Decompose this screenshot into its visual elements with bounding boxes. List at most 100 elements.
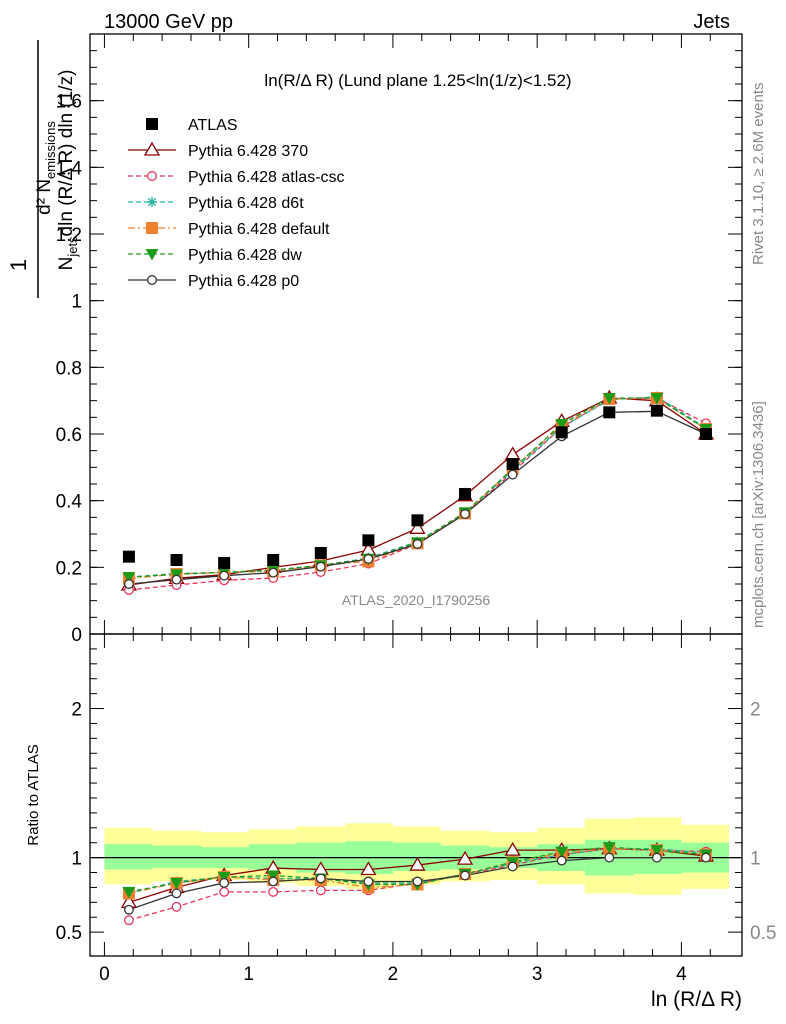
main-y-tick-label: 1 xyxy=(71,292,82,313)
legend-entry-pythia-6-428-dw: Pythia 6.428 dw xyxy=(128,247,302,264)
point-pythia-6-428-p0 xyxy=(123,579,134,589)
legend-label-pythia-6-428-370: Pythia 6.428 370 xyxy=(188,143,308,160)
data-point-atlas xyxy=(699,428,712,440)
legend-marker-pythia-6-428-atlas-csc xyxy=(147,171,157,181)
point-pythia-6-428-dw xyxy=(555,419,569,431)
ratio-y-tick-label: 0.5 xyxy=(56,923,82,944)
ratio-point-pythia-6-428-atlas-csc xyxy=(123,915,134,926)
point-pythia-6-428-p0 xyxy=(315,561,326,572)
series-line-pythia-6-428-p0 xyxy=(128,410,707,585)
ratio-plot-panel: 0 1 2 3 4 0.5 0.5 1 1 2 2 Ratio to ATLAS ln (R/Δ R… xyxy=(25,633,776,1011)
ratio-point-pythia-6-428-370 xyxy=(409,856,426,871)
legend-label-pythia-6-428-default: Pythia 6.428 default xyxy=(188,221,330,238)
ratio-point-pythia-6-428-atlas-csc xyxy=(315,885,326,896)
ratio-point-pythia-6-428-atlas-csc xyxy=(268,886,279,897)
ratio-point-pythia-6-428-p0 xyxy=(556,855,567,866)
data-point-atlas xyxy=(650,404,663,417)
main-y-tick-label: 1.2 xyxy=(56,225,82,246)
series-line-pythia-6-428-370 xyxy=(128,397,707,586)
point-pythia-6-428-370 xyxy=(504,446,521,461)
x-tick-label: 2 xyxy=(388,964,399,985)
ratio-point-pythia-6-428-370 xyxy=(504,841,521,856)
ratio-point-pythia-6-428-dw xyxy=(650,845,664,857)
data-point-atlas xyxy=(603,406,616,419)
ratio-point-pythia-6-428-dw xyxy=(555,846,569,859)
legend-entry-pythia-6-428-p0: Pythia 6.428 p0 xyxy=(128,273,299,290)
legend-marker-atlas xyxy=(146,118,158,130)
data-point-atlas xyxy=(218,557,231,569)
legend-entry-pythia-6-428-d6t: Pythia 6.428 d6t xyxy=(128,195,304,212)
data-point-atlas xyxy=(555,426,568,439)
point-pythia-6-428-p0 xyxy=(507,469,518,480)
ratio-y-tick-label: 1 xyxy=(71,849,82,870)
point-pythia-6-428-370 xyxy=(409,520,426,534)
legend-entry-pythia-6-428-atlas-csc: Pythia 6.428 atlas-csc xyxy=(128,169,345,186)
main-y-tick-label: 0.6 xyxy=(56,425,82,446)
ratio-point-pythia-6-428-p0 xyxy=(507,861,518,872)
ratio-point-pythia-6-428-p0 xyxy=(363,876,374,887)
point-pythia-6-428-dw xyxy=(650,393,664,405)
series-line-pythia-6-428-default xyxy=(128,397,707,580)
ratio-y-tick-label-right: 0.5 xyxy=(750,923,776,944)
mcplots-label: mcplots.cern.ch [arXiv:1306.3436] xyxy=(750,401,767,628)
svg-text:1: 1 xyxy=(6,259,31,271)
legend-marker-pythia-6-428-default xyxy=(146,222,158,234)
series-line-pythia-6-428-d6t xyxy=(128,396,707,578)
legend-marker-pythia-6-428-370 xyxy=(143,141,161,156)
ratio-point-pythia-6-428-370 xyxy=(456,850,474,865)
main-y-tick-label: 0.2 xyxy=(56,558,82,579)
ratio-point-pythia-6-428-p0 xyxy=(315,873,326,884)
legend-marker-pythia-6-428-d6t xyxy=(147,197,157,207)
ratio-point-pythia-6-428-dw xyxy=(266,870,280,883)
data-point-atlas xyxy=(411,514,424,527)
main-plot-panel: 0 0.2 0.4 0.6 0.8 1 1.2 1.4 1.6 ln(R/Δ R) (Lund … xyxy=(6,33,743,646)
ratio-point-pythia-6-428-atlas-csc xyxy=(171,901,182,912)
ratio-point-pythia-6-428-p0 xyxy=(171,888,182,899)
point-pythia-6-428-p0 xyxy=(219,570,230,581)
ratio-y-tick-label-right: 1 xyxy=(750,849,761,870)
point-pythia-6-428-dw xyxy=(602,393,616,405)
legend-entry-pythia-6-428-370: Pythia 6.428 370 xyxy=(128,141,308,160)
point-pythia-6-428-p0 xyxy=(171,574,182,585)
svg-text:Njetsdln (R/Δ R) dln (1/z): Njetsdln (R/Δ R) dln (1/z) xyxy=(56,70,80,271)
legend: ATLAS Pythia 6.428 370 Pythia 6.428 atlas-… xyxy=(128,117,345,290)
header-right: Jets xyxy=(693,11,730,33)
band-stat-uncertainty xyxy=(152,845,202,869)
main-y-tick-label: 0 xyxy=(71,625,82,646)
legend-entry-atlas: ATLAS xyxy=(146,117,238,134)
data-point-atlas xyxy=(267,554,280,566)
point-pythia-6-428-p0 xyxy=(268,567,279,578)
main-y-tick-label: 1.6 xyxy=(56,92,82,113)
chart-title: ln(R/Δ R) (Lund plane 1.25<ln(1/z)<1.52) xyxy=(264,71,571,90)
ratio-point-pythia-6-428-p0 xyxy=(123,904,134,915)
header-left: 13000 GeV pp xyxy=(104,11,233,33)
series-line-pythia-6-428-dw xyxy=(128,397,707,578)
main-y-axis-label: 1 d² Nemissions Njetsdln (R/Δ R) dln (1/… xyxy=(6,40,80,298)
legend-label-pythia-6-428-d6t: Pythia 6.428 d6t xyxy=(188,195,304,212)
legend-marker-pythia-6-428-dw xyxy=(145,249,159,261)
legend-entry-pythia-6-428-default: Pythia 6.428 default xyxy=(128,221,330,238)
data-point-atlas xyxy=(362,534,375,547)
data-point-atlas xyxy=(506,458,519,470)
data-point-atlas xyxy=(459,488,472,500)
ratio-y-tick-label-right: 2 xyxy=(750,700,761,721)
ratio-point-pythia-6-428-dw xyxy=(122,886,136,899)
legend-label-pythia-6-428-p0: Pythia 6.428 p0 xyxy=(188,273,299,290)
data-point-atlas xyxy=(122,550,135,563)
main-y-tick-label: 0.8 xyxy=(56,358,82,379)
data-point-atlas xyxy=(170,554,183,566)
x-axis-label: ln (R/Δ R) xyxy=(651,988,742,1011)
ratio-point-pythia-6-428-p0 xyxy=(651,852,662,863)
ratio-point-pythia-6-428-p0 xyxy=(460,870,470,881)
ratio-point-pythia-6-428-dw xyxy=(170,877,183,890)
series-line-pythia-6-428-atlas-csc xyxy=(128,397,707,591)
ratio-point-pythia-6-428-dw xyxy=(602,842,616,854)
x-tick-label: 3 xyxy=(532,964,543,985)
ratio-y-axis-label: Ratio to ATLAS xyxy=(25,744,42,845)
point-pythia-6-428-dw xyxy=(122,572,136,584)
band-stat-uncertainty xyxy=(104,844,153,870)
main-y-tick-label: 0.4 xyxy=(56,492,83,513)
legend-label-pythia-6-428-dw: Pythia 6.428 dw xyxy=(188,247,302,264)
ratio-y-tick-label: 2 xyxy=(71,700,82,721)
